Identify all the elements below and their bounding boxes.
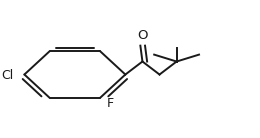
Text: F: F (107, 97, 114, 110)
Text: O: O (138, 29, 148, 42)
Text: Cl: Cl (2, 69, 14, 82)
